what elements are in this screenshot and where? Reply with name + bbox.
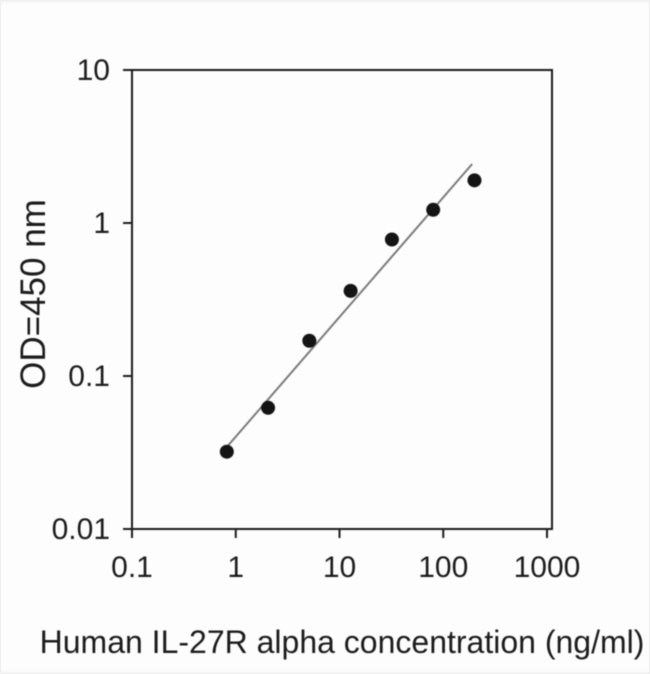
x-tick-label: 100 [418, 551, 468, 584]
plot-frame [131, 69, 553, 530]
y-tick-label: 1 [93, 207, 110, 240]
data-point [384, 232, 399, 247]
x-tick-label: 1 [227, 551, 244, 584]
y-tick-label: 10 [77, 54, 110, 87]
data-point [302, 333, 317, 348]
data-point [426, 202, 441, 217]
x-tick-label: 10 [323, 551, 356, 584]
data-point [219, 444, 234, 459]
x-tick-label: 1000 [514, 551, 581, 584]
data-point [467, 173, 482, 188]
data-point [343, 283, 358, 298]
y-tick-label: 0.01 [52, 513, 110, 546]
y-axis-title: OD=450 nm [14, 199, 53, 389]
x-tick-label: 0.1 [111, 551, 153, 584]
x-axis-title: Human IL-27R alpha concentration (ng/ml) [40, 624, 645, 660]
y-tick-label: 0.1 [68, 360, 110, 393]
data-point [261, 400, 276, 415]
